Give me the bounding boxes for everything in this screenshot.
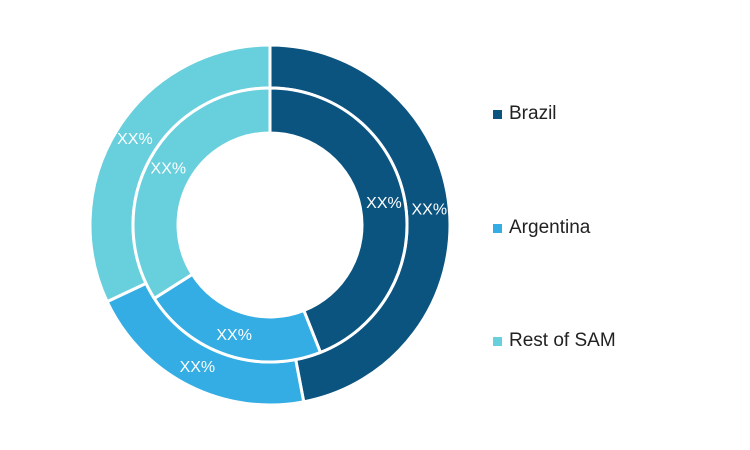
chart-slices bbox=[88, 43, 452, 407]
chart-data-labels: XX%XX%XX%XX%XX%XX% bbox=[117, 131, 447, 376]
inner-ring-slice-brazil bbox=[268, 86, 409, 355]
legend-item-argentina: Argentina bbox=[493, 217, 590, 239]
inner-ring-label-argentina: XX% bbox=[216, 327, 252, 344]
legend-label-brazil: Brazil bbox=[509, 103, 557, 124]
inner-ring-label-rest-of-sam: XX% bbox=[151, 161, 187, 178]
inner-ring-slice-rest-of-sam bbox=[131, 86, 272, 301]
legend-label-argentina: Argentina bbox=[509, 217, 591, 238]
chart-legend: Brazil Argentina Rest of SAM bbox=[493, 0, 743, 450]
legend-swatch-rest-of-sam bbox=[493, 336, 502, 346]
inner-ring-label-brazil: XX% bbox=[366, 195, 402, 212]
legend-label-rest-of-sam: Rest of SAM bbox=[509, 330, 616, 351]
legend-item-brazil: Brazil bbox=[493, 103, 557, 125]
outer-ring-label-rest-of-sam: XX% bbox=[117, 131, 153, 148]
legend-swatch-argentina bbox=[493, 223, 502, 233]
outer-ring-label-brazil: XX% bbox=[412, 201, 448, 218]
legend-swatch-brazil bbox=[493, 109, 502, 119]
legend-item-rest-of-sam: Rest of SAM bbox=[493, 330, 616, 352]
outer-ring-label-argentina: XX% bbox=[180, 359, 216, 376]
